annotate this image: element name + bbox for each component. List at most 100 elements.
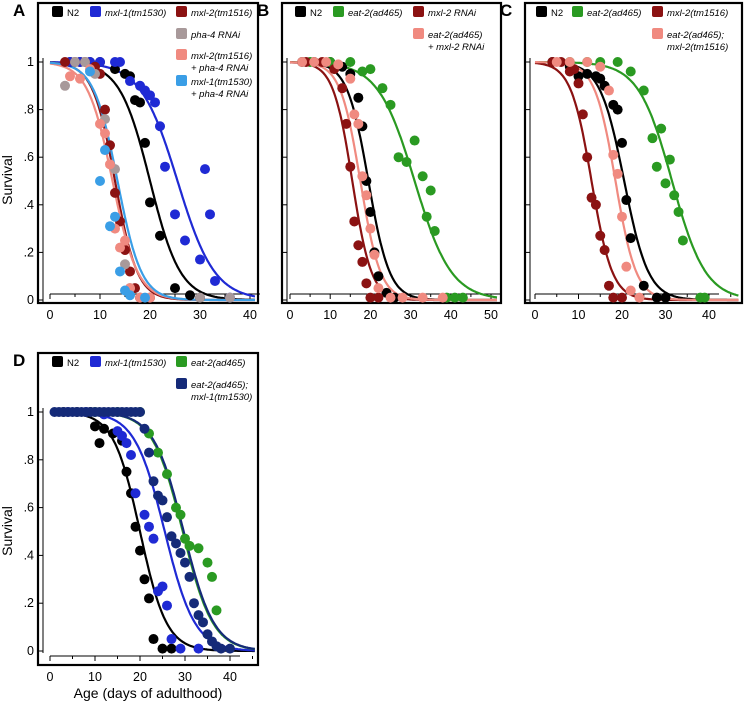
data-point — [365, 223, 376, 234]
legend-entry: N2 — [310, 8, 322, 19]
y-axis-title-top: Survival — [0, 155, 15, 205]
x-tick-label: 10 — [572, 308, 586, 322]
data-point — [153, 447, 163, 458]
x-tick-label: 0 — [532, 308, 539, 322]
data-point — [582, 68, 593, 79]
data-point — [373, 292, 384, 303]
x-tick-label: 30 — [404, 308, 418, 322]
legend-entry: mxl-1(tm1530) — [105, 358, 166, 369]
legend-swatch — [295, 6, 306, 17]
panel-letter: D — [13, 351, 25, 370]
data-point — [120, 259, 130, 270]
fit-curve — [49, 61, 255, 302]
data-point — [225, 643, 235, 654]
legend-swatch — [52, 356, 63, 367]
legend-swatch — [176, 356, 187, 367]
data-point — [99, 423, 109, 434]
legend-swatch — [176, 49, 187, 60]
data-point — [175, 643, 186, 654]
data-point — [144, 447, 154, 458]
legend-entry: pha-4 RNAi — [190, 30, 241, 41]
legend-entry: N2 — [67, 8, 79, 19]
data-point — [656, 123, 667, 134]
data-point — [664, 154, 675, 165]
data-point — [651, 292, 662, 303]
data-point — [100, 128, 110, 139]
data-point — [139, 574, 150, 585]
chart-panel-C: C 0 10 20 30 40 N2 eat-2(ad465) mxl-2(tm1516) eat… — [500, 1, 744, 322]
fit-curve — [534, 61, 739, 302]
data-point — [171, 538, 181, 549]
data-point — [80, 57, 90, 67]
y-tick-label: .2 — [24, 596, 34, 610]
data-point — [595, 230, 606, 241]
data-point — [207, 571, 217, 582]
legend-entry: N2 — [67, 358, 79, 369]
legend-swatch — [176, 75, 187, 86]
data-point — [166, 643, 177, 654]
data-point — [193, 610, 204, 621]
data-point — [669, 190, 680, 201]
data-point — [140, 292, 150, 303]
data-point — [353, 92, 364, 103]
fit-curve — [50, 410, 255, 651]
data-point — [155, 230, 165, 241]
data-point — [582, 152, 593, 163]
data-point — [297, 57, 308, 67]
data-point — [409, 135, 420, 146]
data-point — [373, 271, 384, 282]
data-point — [148, 634, 159, 645]
fit-curve — [534, 61, 739, 302]
x-tick-label: 30 — [659, 308, 673, 322]
legend-swatch — [52, 6, 63, 17]
data-point — [397, 292, 408, 303]
data-point — [333, 59, 344, 70]
data-point — [117, 430, 127, 441]
data-point — [202, 629, 213, 640]
data-point — [417, 292, 428, 303]
x-tick-label: 40 — [243, 308, 257, 322]
data-point — [337, 83, 348, 94]
panel-frame — [523, 1, 744, 305]
legend-swatch — [572, 6, 583, 17]
data-point — [216, 643, 226, 654]
y-tick-label: .8 — [24, 103, 34, 117]
data-point — [617, 211, 627, 222]
data-point — [417, 171, 428, 182]
data-point — [139, 509, 150, 520]
data-point — [115, 266, 125, 277]
fit-curve — [50, 410, 255, 650]
data-point — [160, 161, 170, 172]
y-tick-label: .8 — [24, 453, 34, 467]
data-point — [170, 209, 180, 220]
data-point — [148, 533, 159, 544]
data-point — [139, 423, 150, 434]
data-point — [638, 280, 649, 291]
data-point — [85, 66, 95, 77]
data-point — [145, 197, 155, 208]
legend-entry: mxl-2(tm1516) + pha-4 RNAi — [191, 51, 252, 74]
data-point — [393, 152, 404, 163]
data-point — [437, 292, 448, 303]
data-point — [130, 488, 141, 499]
data-point — [145, 90, 155, 101]
fit-curve — [535, 61, 739, 297]
data-point — [60, 57, 70, 67]
data-point — [135, 407, 145, 417]
legend-entry: mxl-1(tm1530) — [105, 8, 166, 19]
data-point — [155, 121, 165, 132]
data-point — [341, 118, 352, 129]
data-point — [180, 235, 190, 246]
data-point — [608, 292, 619, 303]
data-point — [105, 221, 115, 232]
y-tick-label: 0 — [27, 293, 34, 307]
data-point — [166, 531, 177, 542]
data-point — [353, 118, 364, 129]
data-point — [90, 421, 100, 432]
legend-entry: mxl-2 RNAi — [428, 8, 477, 19]
x-axis-title: Age (days of adulthood) — [74, 685, 223, 701]
data-point — [166, 634, 177, 645]
data-point — [377, 83, 388, 94]
data-point — [198, 617, 208, 628]
